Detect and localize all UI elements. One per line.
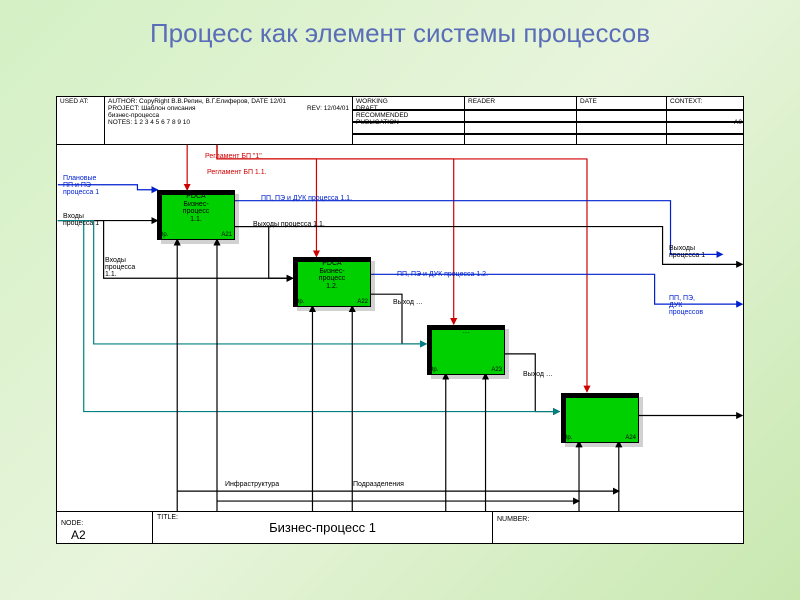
hdr-project: PROJECT: Шаблон описания: [108, 105, 195, 112]
diagram-header: USED AT: AUTHOR: CopyRight В.В.Репин, В.…: [57, 97, 743, 145]
diagram-label: Входы процесса 1: [63, 213, 99, 227]
hdr-notes: NOTES: 1 2 3 4 5 6 7 8 9 10: [108, 119, 190, 126]
hdr-status-0: WORKING: [356, 98, 388, 105]
hdr-rev: REV: 12/04/01: [307, 105, 349, 112]
ftr-node-label: NODE:: [61, 520, 83, 527]
ftr-title: TITLE: Бизнес-процесс 1: [153, 512, 493, 544]
hdr-reader: READER: [468, 98, 495, 105]
diagram-label: Выходы процесса 1.1.: [253, 221, 325, 228]
diagram-label: Выходы процесса 1: [669, 245, 705, 259]
ftr-number: NUMBER:: [493, 512, 745, 544]
diagram-label: ПП, ПЭ и ДУК процесса 1.1.: [261, 195, 352, 202]
process-box-A23: …0р.A23: [427, 325, 505, 375]
hdr-author-block: AUTHOR: CopyRight В.В.Репин, В.Г.Елиферо…: [105, 97, 353, 145]
ftr-node: NODE: A2: [57, 512, 153, 544]
diagram-canvas: PDCA Бизнес- процесс 1.1.0р.A21 PDCA Бизн…: [57, 145, 743, 511]
hdr-date: DATE: [580, 98, 597, 105]
diagram-label: Регламент БП "1": [205, 153, 262, 160]
diagram-edge: [503, 354, 559, 412]
hdr-used-at: USED AT:: [57, 97, 105, 145]
ftr-title-label: TITLE:: [157, 514, 178, 521]
ftr-node-value: A2: [71, 528, 86, 542]
idef0-diagram: USED AT: AUTHOR: CopyRight В.В.Репин, В.…: [56, 96, 744, 544]
diagram-label: Входы процесса 1.1.: [105, 257, 135, 278]
hdr-context: CONTEXT:: [670, 98, 702, 105]
slide: Процесс как элемент системы процессов US…: [0, 0, 800, 600]
diagram-label: Плановые ПП и ПЭ процесса 1: [63, 175, 99, 196]
diagram-label: Инфраструктура: [225, 481, 279, 488]
diagram-edge: [235, 227, 293, 279]
hdr-status-2: RECOMMENDED: [356, 112, 408, 119]
diagram-label: ПП, ПЭ, ДУК процессов: [669, 295, 703, 316]
diagram-edge: [217, 145, 587, 392]
process-box-A21: PDCA Бизнес- процесс 1.1.0р.A21: [157, 190, 235, 240]
ftr-title-value: Бизнес-процесс 1: [269, 520, 376, 535]
diagram-label: ПП, ПЭ и ДУК процесса 1.2.: [397, 271, 488, 278]
diagram-label: Выход …: [393, 299, 423, 306]
process-box-A22: PDCA Бизнес- процесс 1.2.0р.A22: [293, 257, 371, 307]
process-box-A24: 0р.A24: [561, 393, 639, 443]
hdr-author: AUTHOR: CopyRight В.В.Репин, В.Г.Елиферо…: [108, 98, 286, 105]
slide-title: Процесс как элемент системы процессов: [0, 0, 800, 49]
hdr-project2: бизнес-процесса: [108, 112, 159, 119]
diagram-footer: NODE: A2 TITLE: Бизнес-процесс 1 NUMBER:: [57, 511, 743, 543]
diagram-edge: [58, 221, 559, 412]
diagram-label: Подразделения: [353, 481, 404, 488]
diagram-label: Выход …: [523, 371, 553, 378]
diagram-label: Регламент БП 1.1.: [207, 169, 267, 176]
ftr-number-label: NUMBER:: [497, 516, 529, 523]
